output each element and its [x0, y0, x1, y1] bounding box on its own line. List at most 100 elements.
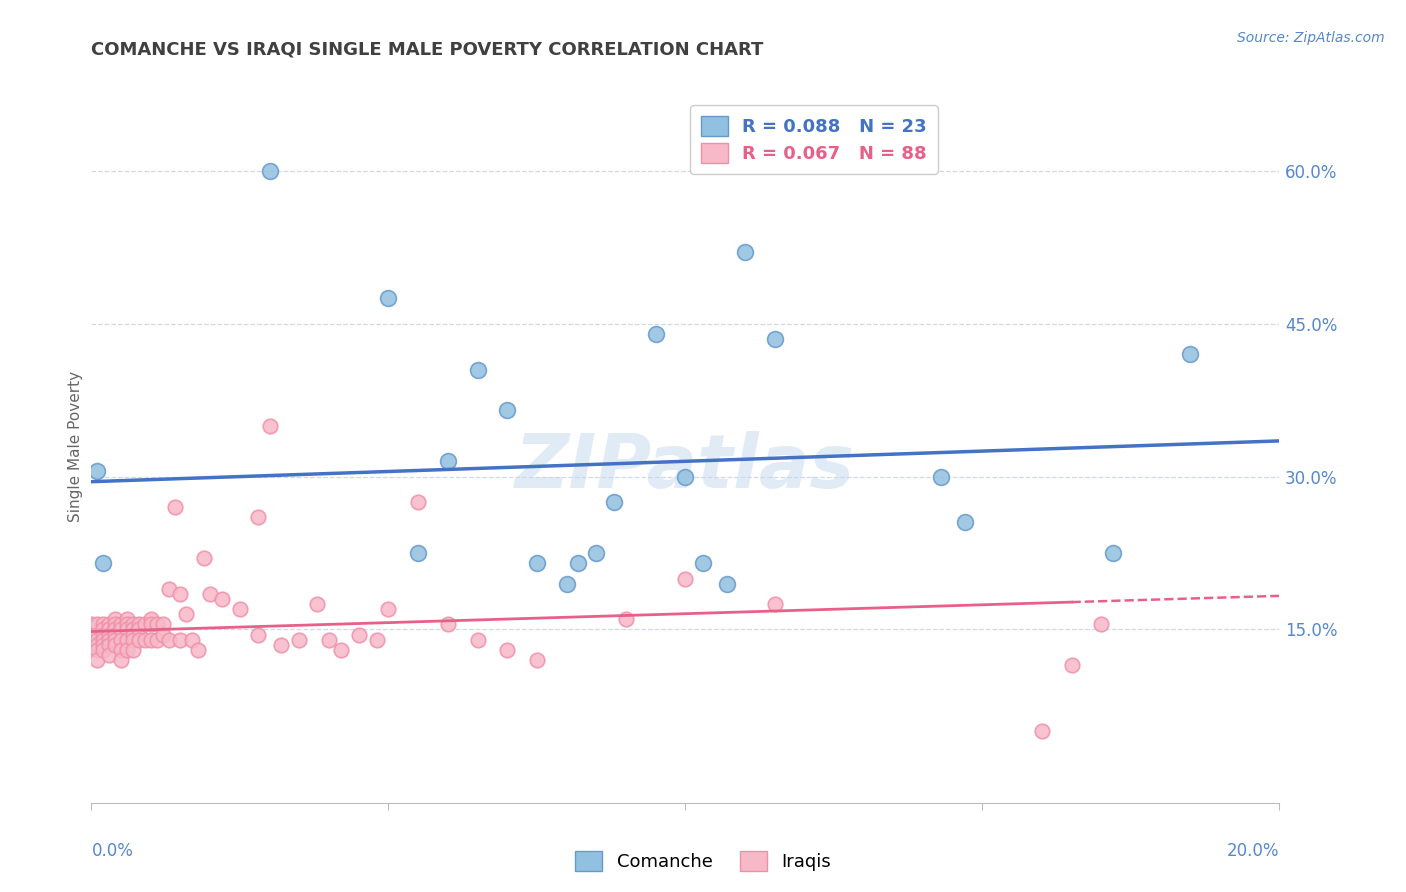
Point: [145, 632, 167, 647]
Point: [115, 632, 138, 647]
Point: [122, 623, 145, 637]
Point: [716, 576, 738, 591]
Point: [98, 617, 121, 632]
Point: [526, 556, 548, 570]
Text: 20.0%: 20.0%: [1227, 842, 1279, 860]
Point: [406, 495, 429, 509]
Point: [1180, 347, 1202, 361]
Point: [157, 632, 180, 647]
Point: [377, 291, 399, 305]
Point: [128, 632, 150, 647]
Point: [193, 551, 215, 566]
Point: [98, 623, 121, 637]
Point: [763, 332, 786, 346]
Point: [181, 632, 204, 647]
Point: [673, 469, 696, 483]
Point: [163, 500, 186, 515]
Point: [1031, 724, 1053, 739]
Point: [86, 638, 108, 652]
Point: [86, 465, 108, 479]
Point: [246, 627, 269, 641]
Text: ZIPatlas: ZIPatlas: [516, 431, 855, 504]
Point: [134, 617, 156, 632]
Point: [104, 638, 127, 652]
Point: [104, 632, 127, 647]
Legend: Comanche, Iraqis: Comanche, Iraqis: [568, 844, 838, 879]
Point: [763, 597, 786, 611]
Point: [91, 627, 114, 641]
Point: [91, 556, 114, 570]
Point: [585, 546, 607, 560]
Point: [80, 638, 103, 652]
Point: [86, 627, 108, 641]
Point: [91, 617, 114, 632]
Point: [734, 245, 756, 260]
Point: [347, 627, 370, 641]
Point: [329, 643, 352, 657]
Point: [91, 623, 114, 637]
Point: [98, 627, 121, 641]
Point: [110, 653, 132, 667]
Point: [145, 617, 167, 632]
Point: [436, 617, 458, 632]
Point: [673, 572, 696, 586]
Point: [128, 623, 150, 637]
Point: [80, 627, 103, 641]
Point: [157, 582, 180, 596]
Point: [104, 617, 127, 632]
Point: [86, 632, 108, 647]
Point: [98, 638, 121, 652]
Point: [128, 617, 150, 632]
Point: [176, 607, 198, 622]
Point: [229, 602, 252, 616]
Point: [259, 163, 281, 178]
Point: [104, 612, 127, 626]
Point: [526, 653, 548, 667]
Point: [104, 623, 127, 637]
Point: [91, 643, 114, 657]
Text: Source: ZipAtlas.com: Source: ZipAtlas.com: [1237, 31, 1385, 45]
Point: [644, 326, 666, 341]
Point: [134, 632, 156, 647]
Point: [246, 510, 269, 524]
Point: [953, 516, 976, 530]
Point: [496, 403, 519, 417]
Point: [211, 591, 233, 606]
Point: [1060, 658, 1083, 673]
Point: [139, 612, 162, 626]
Point: [152, 627, 174, 641]
Point: [115, 623, 138, 637]
Point: [86, 617, 108, 632]
Point: [115, 612, 138, 626]
Point: [377, 602, 399, 616]
Text: 0.0%: 0.0%: [91, 842, 134, 860]
Point: [169, 587, 191, 601]
Point: [98, 632, 121, 647]
Point: [436, 454, 458, 468]
Point: [169, 632, 191, 647]
Point: [288, 632, 311, 647]
Point: [270, 638, 292, 652]
Point: [91, 632, 114, 647]
Point: [115, 643, 138, 657]
Point: [496, 643, 519, 657]
Y-axis label: Single Male Poverty: Single Male Poverty: [67, 370, 83, 522]
Point: [91, 638, 114, 652]
Point: [692, 556, 714, 570]
Point: [555, 576, 578, 591]
Point: [929, 469, 952, 483]
Point: [366, 632, 388, 647]
Point: [567, 556, 589, 570]
Point: [200, 587, 222, 601]
Point: [80, 617, 103, 632]
Point: [104, 627, 127, 641]
Text: COMANCHE VS IRAQI SINGLE MALE POVERTY CORRELATION CHART: COMANCHE VS IRAQI SINGLE MALE POVERTY CO…: [91, 40, 763, 58]
Point: [122, 632, 145, 647]
Legend: R = 0.088   N = 23, R = 0.067   N = 88: R = 0.088 N = 23, R = 0.067 N = 88: [690, 105, 938, 174]
Point: [187, 643, 209, 657]
Point: [110, 617, 132, 632]
Point: [139, 632, 162, 647]
Point: [110, 643, 132, 657]
Point: [614, 612, 637, 626]
Point: [86, 653, 108, 667]
